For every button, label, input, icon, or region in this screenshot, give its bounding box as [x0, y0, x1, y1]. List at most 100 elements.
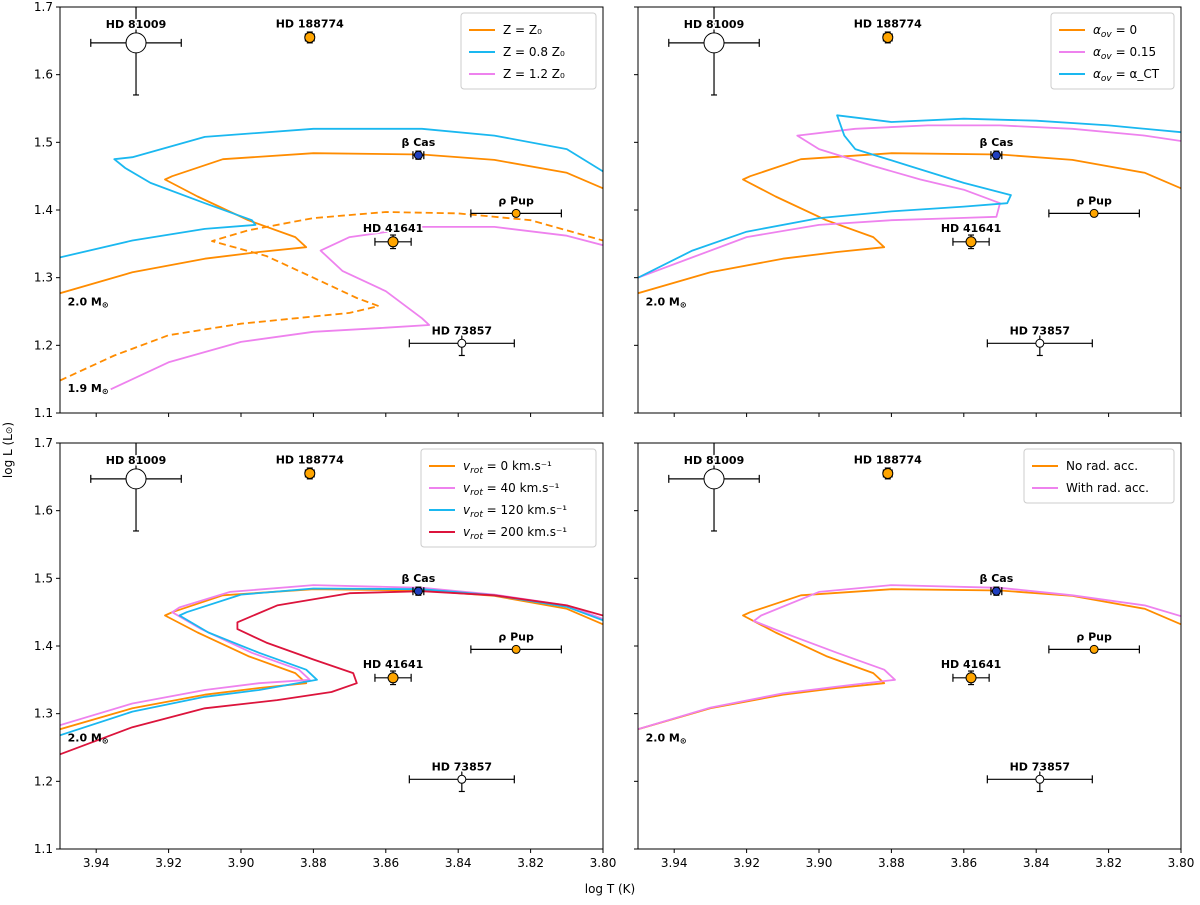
axes-frame [637, 442, 1182, 850]
star-marker: HD 188774 [852, 452, 924, 480]
star-point [1035, 338, 1045, 348]
y-tick-label: 1.1 [34, 406, 53, 420]
series-line [60, 587, 603, 737]
legend-label: vrot = 200 km.s⁻¹ [463, 525, 567, 542]
y-tick-label: 1.3 [34, 271, 53, 285]
legend-symbol: α [1093, 67, 1101, 81]
series-line [60, 127, 603, 259]
star-point [1089, 208, 1099, 218]
star-label: ρ Pup [498, 194, 534, 207]
star-marker: ρ Pup [1048, 629, 1140, 654]
star-marker: HD 73857 [986, 759, 1093, 793]
star-point [965, 672, 977, 684]
y-axis-label: log L (L⊙) [1, 422, 15, 478]
legend-symbol: v [463, 481, 471, 495]
star-point [511, 208, 521, 218]
legend-label: αov = 0.15 [1093, 45, 1156, 62]
star-label: HD 73857 [432, 760, 492, 773]
y-tick-label: 1.2 [34, 774, 53, 788]
star-point [457, 774, 467, 784]
star-label: β Cas [402, 572, 436, 585]
x-tick-label: 3.82 [1095, 856, 1122, 870]
panel-top-left: HD 81009 HD 188774 β Cas ρ Pup HD 41641 HD 73… [34, 0, 604, 420]
star-point [413, 586, 423, 596]
y-tick-label: 1.3 [34, 707, 53, 721]
legend-symbol: α [1093, 23, 1101, 37]
star-point [125, 468, 147, 490]
star-marker: HD 41641 [939, 220, 1003, 250]
star-marker: β Cas [400, 135, 437, 160]
star-marker: HD 188774 [274, 452, 346, 480]
mass-label-text: 1.9 M [68, 382, 102, 395]
y-tick-label: 1.2 [34, 338, 53, 352]
star-label: HD 188774 [276, 453, 344, 466]
y-tick-label: 1.4 [34, 639, 53, 653]
star-marker: ρ Pup [1048, 193, 1140, 218]
y-tick-label: 1.6 [34, 68, 53, 82]
star-label: HD 73857 [1010, 324, 1070, 337]
mass-label-sun-symbol: ⊙ [102, 300, 109, 309]
star-label: HD 73857 [1010, 760, 1070, 773]
star-marker: HD 41641 [939, 656, 1003, 686]
y-tick-label: 1.4 [34, 203, 53, 217]
legend-symbol: α [1093, 45, 1101, 59]
series-line [60, 588, 603, 731]
x-tick-label: 3.84 [1023, 856, 1050, 870]
mass-label: 2.0 M⊙ [68, 731, 109, 745]
legend-label: vrot = 40 km.s⁻¹ [463, 481, 560, 498]
mass-label: 1.9 M⊙ [68, 382, 109, 396]
star-marker: HD 188774 [274, 16, 346, 44]
star-point [991, 586, 1001, 596]
legend-label: vrot = 120 km.s⁻¹ [463, 503, 567, 520]
star-label: HD 41641 [363, 658, 423, 671]
star-marker: HD 81009 [668, 443, 760, 532]
x-tick-label: 3.90 [806, 856, 833, 870]
legend-box [1050, 12, 1175, 90]
legend-label: Z = Z₀ [503, 23, 542, 37]
y-tick-label: 1.1 [34, 842, 53, 856]
star-point [703, 32, 725, 54]
series-line [60, 584, 603, 727]
star-point [882, 467, 894, 479]
x-axis-label: log T (K) [585, 882, 635, 896]
star-point [387, 236, 399, 248]
x-tick-label: 3.92 [733, 856, 760, 870]
star-marker: HD 73857 [408, 759, 515, 793]
star-label: HD 81009 [106, 454, 166, 467]
legend-label: αov = α_CT [1093, 67, 1160, 84]
legend-rest: = 0.15 [1112, 45, 1156, 59]
series-line [638, 124, 1181, 279]
legend-symbol: v [463, 459, 471, 473]
x-tick-label: 3.80 [1168, 856, 1195, 870]
star-marker: β Cas [978, 571, 1015, 596]
star-label: ρ Pup [498, 630, 534, 643]
x-tick-label: 3.88 [300, 856, 327, 870]
mass-label-text: 2.0 M [68, 731, 102, 744]
star-point [991, 150, 1001, 160]
x-tick-label: 3.94 [83, 856, 110, 870]
mass-label-text: 2.0 M [646, 295, 680, 308]
star-point [511, 644, 521, 654]
legend-subscript: ov [1101, 30, 1113, 40]
star-marker: HD 41641 [361, 220, 425, 250]
legend-label: With rad. acc. [1066, 481, 1149, 495]
star-label: β Cas [980, 572, 1014, 585]
star-point [457, 338, 467, 348]
star-label: β Cas [980, 136, 1014, 149]
mass-label-sun-symbol: ⊙ [102, 387, 109, 396]
legend-rest: = 0 km.s⁻¹ [483, 459, 552, 473]
legend-label: No rad. acc. [1066, 459, 1138, 473]
legend-box [1023, 448, 1175, 504]
star-marker: HD 81009 [90, 7, 182, 96]
star-marker: HD 81009 [668, 7, 760, 96]
star-point [387, 672, 399, 684]
star-marker: β Cas [400, 571, 437, 596]
legend-rest: = 0 [1112, 23, 1137, 37]
legend-label: vrot = 0 km.s⁻¹ [463, 459, 552, 476]
star-label: HD 81009 [106, 18, 166, 31]
star-point [965, 236, 977, 248]
star-marker: HD 41641 [361, 656, 425, 686]
mass-label-sun-symbol: ⊙ [680, 300, 687, 309]
y-tick-label: 1.7 [34, 436, 53, 450]
